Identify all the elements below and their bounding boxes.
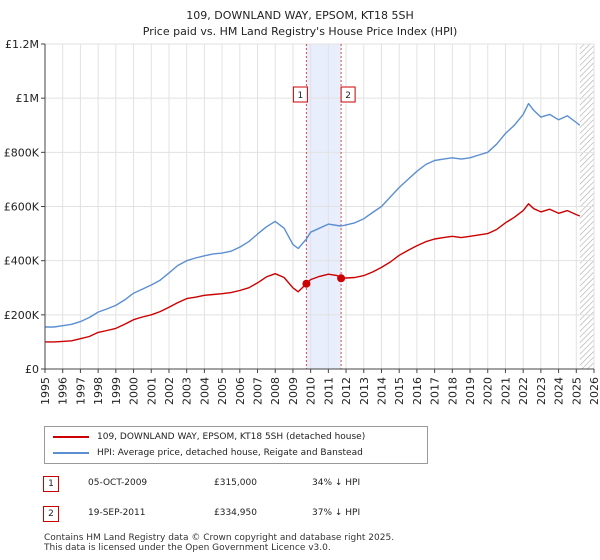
marker-label-1: 1 xyxy=(298,91,304,101)
x-tick-label: 2013 xyxy=(358,377,371,405)
x-tick-label: 2009 xyxy=(287,377,300,405)
x-tick-label: 1995 xyxy=(39,377,52,405)
legend-label-hpi: HPI: Average price, detached house, Reig… xyxy=(97,448,363,458)
legend-swatch-property xyxy=(53,436,89,438)
x-tick-label: 2005 xyxy=(216,377,229,405)
x-tick-label: 2021 xyxy=(499,377,512,405)
y-tick-label: £1M xyxy=(16,92,40,105)
legend: 109, DOWNLAND WAY, EPSOM, KT18 5SH (deta… xyxy=(44,426,428,464)
sale-point-2 xyxy=(337,274,346,283)
x-tick-label: 2010 xyxy=(305,377,318,405)
chart-title: 109, DOWNLAND WAY, EPSOM, KT18 5SH Price… xyxy=(0,8,600,40)
footer-line-1: Contains HM Land Registry data © Crown c… xyxy=(44,533,395,543)
transaction-number: 2 xyxy=(43,506,59,522)
x-tick-label: 2024 xyxy=(553,377,566,405)
y-tick-label: £1.2M xyxy=(5,38,39,51)
x-tick-label: 2015 xyxy=(393,377,406,405)
x-tick-label: 2007 xyxy=(252,377,265,405)
sale-point-1 xyxy=(302,279,311,288)
x-tick-label: 2011 xyxy=(322,377,335,405)
marker-label-2: 2 xyxy=(345,91,351,101)
x-tick-label: 2023 xyxy=(535,377,548,405)
legend-item-hpi: HPI: Average price, detached house, Reig… xyxy=(45,446,425,460)
legend-label-property: 109, DOWNLAND WAY, EPSOM, KT18 5SH (deta… xyxy=(97,432,366,442)
footer-line-2: This data is licensed under the Open Gov… xyxy=(44,543,331,553)
x-tick-label: 2019 xyxy=(464,377,477,405)
transaction-row: 2 19-SEP-2011 £334,950 37% ↓ HPI xyxy=(0,502,600,528)
transaction-hpi: 34% ↓ HPI xyxy=(312,478,361,488)
x-tick-label: 2003 xyxy=(181,377,194,405)
y-tick-label: £0 xyxy=(25,363,39,376)
x-tick-label: 2001 xyxy=(145,377,158,405)
title-line-2: Price paid vs. HM Land Registry's House … xyxy=(142,25,458,38)
y-tick-label: £200K xyxy=(4,309,40,322)
transaction-price: £334,950 xyxy=(214,508,257,518)
transaction-date: 05-OCT-2009 xyxy=(88,478,148,488)
x-tick-label: 2025 xyxy=(570,377,583,405)
x-tick-label: 2016 xyxy=(411,377,424,405)
marker-box-1 xyxy=(292,86,308,103)
x-tick-label: 2006 xyxy=(234,377,247,405)
x-tick-label: 1997 xyxy=(74,377,87,405)
transaction-hpi: 37% ↓ HPI xyxy=(312,508,361,518)
transaction-price: £315,000 xyxy=(214,478,257,488)
transaction-row: 1 05-OCT-2009 £315,000 34% ↓ HPI xyxy=(0,472,600,498)
series-line-property xyxy=(45,203,581,343)
x-tick-label: 2022 xyxy=(517,377,530,405)
x-tick-label: 2026 xyxy=(588,377,600,405)
x-tick-label: 1998 xyxy=(92,377,105,405)
x-tick-label: 2002 xyxy=(163,377,176,405)
y-tick-label: £800K xyxy=(4,146,40,159)
x-tick-label: 2014 xyxy=(375,377,388,405)
price-chart: 1 2 £0 £200K £400K £600K £800K £1M £1.2M 1995 199… xyxy=(4,38,600,405)
x-tick-label: 1996 xyxy=(57,377,70,405)
transaction-number: 1 xyxy=(43,476,59,492)
title-line-1: 109, DOWNLAND WAY, EPSOM, KT18 5SH xyxy=(186,9,414,22)
footer: Contains HM Land Registry data © Crown c… xyxy=(44,533,394,553)
legend-swatch-hpi xyxy=(53,452,89,454)
x-tick-label: 2008 xyxy=(269,377,282,405)
legend-item-property: 109, DOWNLAND WAY, EPSOM, KT18 5SH (deta… xyxy=(45,430,425,444)
x-tick-label: 2020 xyxy=(482,377,495,405)
x-tick-label: 2017 xyxy=(429,377,442,405)
transaction-date: 19-SEP-2011 xyxy=(88,508,146,518)
y-tick-label: £400K xyxy=(4,255,40,268)
series-line-hpi xyxy=(45,102,581,328)
x-tick-label: 2018 xyxy=(446,377,459,405)
marker-box-2 xyxy=(340,86,356,103)
x-tick-label: 2000 xyxy=(128,377,141,405)
x-tick-label: 2004 xyxy=(198,377,211,405)
y-tick-label: £600K xyxy=(4,201,40,214)
x-tick-label: 2012 xyxy=(340,377,353,405)
x-tick-label: 1999 xyxy=(110,377,123,405)
